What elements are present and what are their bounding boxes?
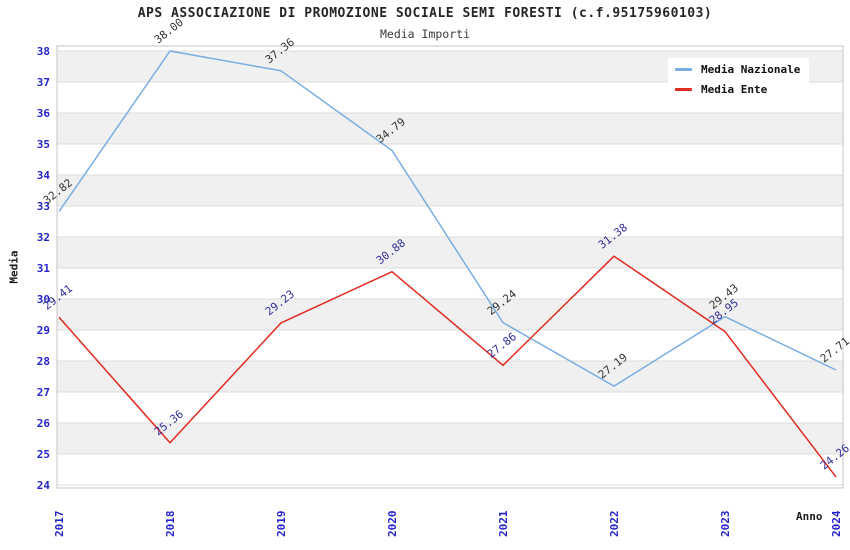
- y-tick-label: 27: [37, 386, 50, 399]
- legend-swatch-media-ente: [675, 88, 692, 91]
- legend-item-media-nazionale: Media Nazionale: [675, 63, 800, 76]
- y-tick-label: 35: [37, 138, 50, 151]
- chart-title: APS ASSOCIAZIONE DI PROMOZIONE SOCIALE S…: [137, 6, 713, 21]
- legend-item-media-ente: Media Ente: [675, 83, 800, 96]
- series-line-media-nazionale: [58, 50, 837, 387]
- grid-band: [57, 361, 843, 392]
- x-tick-label: 2018: [164, 511, 177, 538]
- y-tick-label: 33: [37, 200, 50, 213]
- plot-area: [56, 45, 844, 489]
- x-tick-label: 2019: [275, 511, 288, 538]
- legend-label: Media Ente: [701, 83, 768, 96]
- grid-band: [57, 423, 843, 454]
- y-tick-label: 29: [37, 324, 50, 337]
- y-tick-label: 26: [37, 417, 51, 430]
- chart-subtitle: Media Importi: [379, 27, 470, 41]
- x-tick-label: 2024: [830, 510, 843, 537]
- y-tick-label: 32: [37, 231, 50, 244]
- x-tick-label: 2021: [497, 510, 510, 537]
- x-tick-label: 2022: [608, 511, 621, 538]
- y-tick-label: 28: [37, 355, 50, 368]
- y-axis-title: Media: [7, 250, 21, 284]
- grid-band: [57, 175, 843, 206]
- x-tick-label: 2017: [53, 511, 66, 538]
- x-tick-label: 2023: [719, 511, 732, 538]
- legend-swatch-media-nazionale: [675, 68, 692, 71]
- data-label: 38.00: [152, 16, 186, 47]
- y-tick-label: 30: [37, 293, 50, 306]
- grid-band: [57, 113, 843, 144]
- x-axis-title: Anno: [796, 510, 823, 523]
- y-tick-label: 37: [37, 76, 50, 89]
- y-tick-label: 24: [37, 479, 51, 492]
- y-tick-label: 34: [37, 169, 51, 182]
- legend: Media Nazionale Media Ente: [668, 58, 810, 102]
- legend-label: Media Nazionale: [701, 63, 801, 76]
- x-tick-label: 2020: [386, 511, 399, 538]
- series-line-media-ente: [58, 255, 837, 478]
- y-tick-label: 38: [37, 45, 50, 58]
- y-tick-label: 31: [37, 262, 51, 275]
- y-tick-label: 36: [37, 107, 51, 120]
- y-tick-label: 25: [37, 448, 50, 461]
- data-label: 27.86: [485, 330, 519, 361]
- grid-band: [57, 237, 843, 268]
